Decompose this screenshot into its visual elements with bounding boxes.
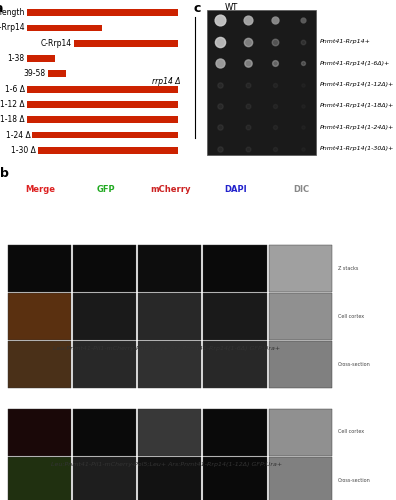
Text: Pnmt41-Rrp14+: Pnmt41-Rrp14+ bbox=[320, 39, 371, 44]
Bar bbox=[268, 409, 332, 456]
Bar bbox=[138, 341, 202, 388]
Text: Pnmt41-Rrp14(1-12Δ)+: Pnmt41-Rrp14(1-12Δ)+ bbox=[320, 82, 394, 87]
Bar bbox=[27, 101, 178, 108]
Text: DAPI: DAPI bbox=[225, 184, 248, 194]
Text: 39-58: 39-58 bbox=[23, 70, 46, 78]
Bar bbox=[268, 245, 332, 292]
Text: b: b bbox=[0, 166, 9, 179]
Bar bbox=[27, 86, 178, 92]
Text: DIC: DIC bbox=[293, 184, 309, 194]
Bar bbox=[27, 55, 55, 62]
Bar bbox=[74, 40, 178, 46]
Bar bbox=[27, 24, 103, 32]
Text: C-Rrp14: C-Rrp14 bbox=[41, 38, 72, 48]
Bar bbox=[8, 341, 71, 388]
Text: 1-6 Δ: 1-6 Δ bbox=[5, 84, 25, 94]
Bar bbox=[73, 245, 136, 292]
Bar bbox=[204, 341, 267, 388]
Bar bbox=[204, 293, 267, 341]
Text: Pnmt41-Rrp14(1-18Δ)+: Pnmt41-Rrp14(1-18Δ)+ bbox=[320, 104, 394, 108]
Text: Leu:Pnmt41-Pil1-mCherry-Pol5;Leu+ Ars:Pnmt41-Rrp14(1-12Δ) GFP:Ura+: Leu:Pnmt41-Pil1-mCherry-Pol5;Leu+ Ars:Pn… bbox=[51, 462, 282, 467]
Text: 1-24 Δ: 1-24 Δ bbox=[6, 130, 30, 140]
Bar bbox=[138, 293, 202, 341]
Bar bbox=[73, 341, 136, 388]
Text: Cell cortex: Cell cortex bbox=[338, 430, 364, 434]
Text: Merge: Merge bbox=[25, 184, 55, 194]
Text: a: a bbox=[0, 2, 3, 15]
Bar bbox=[268, 293, 332, 341]
Bar bbox=[138, 409, 202, 456]
Bar bbox=[8, 409, 71, 456]
Bar bbox=[138, 457, 202, 500]
Bar bbox=[204, 457, 267, 500]
Text: Pnmt41-Rrp14(1-24Δ)+: Pnmt41-Rrp14(1-24Δ)+ bbox=[320, 125, 394, 130]
Text: N-Rrp14: N-Rrp14 bbox=[0, 24, 25, 32]
Text: Z stacks: Z stacks bbox=[338, 266, 358, 270]
Bar bbox=[8, 293, 71, 341]
Text: GFP: GFP bbox=[96, 184, 115, 194]
Bar bbox=[8, 245, 71, 292]
Bar bbox=[27, 116, 178, 123]
Text: Leu:Pnmt41-Pil1-mCherry-Pol5;Leu+ Ars:Pnmt41-Rrp14(1-6Δ) GFP:Ura+: Leu:Pnmt41-Pil1-mCherry-Pol5;Leu+ Ars:Pn… bbox=[53, 346, 280, 351]
Text: WT: WT bbox=[225, 4, 238, 13]
Bar bbox=[268, 341, 332, 388]
Bar bbox=[73, 457, 136, 500]
Text: Full length: Full length bbox=[0, 8, 25, 17]
Bar bbox=[38, 147, 178, 154]
Text: mCherry: mCherry bbox=[150, 184, 191, 194]
Text: Cross-section: Cross-section bbox=[338, 362, 371, 367]
Text: Pnmt41-Rrp14(1-30Δ)+: Pnmt41-Rrp14(1-30Δ)+ bbox=[320, 146, 394, 152]
Bar bbox=[48, 70, 67, 78]
Bar bbox=[73, 293, 136, 341]
Text: rrp14 Δ: rrp14 Δ bbox=[152, 77, 180, 86]
Text: Cell cortex: Cell cortex bbox=[338, 314, 364, 318]
Text: 1-30 Δ: 1-30 Δ bbox=[11, 146, 36, 155]
Bar bbox=[204, 245, 267, 292]
Bar bbox=[138, 245, 202, 292]
Bar bbox=[268, 457, 332, 500]
Text: 1-38: 1-38 bbox=[8, 54, 25, 63]
Bar bbox=[73, 409, 136, 456]
Bar bbox=[204, 409, 267, 456]
Text: c: c bbox=[193, 2, 201, 15]
Text: 1-12 Δ: 1-12 Δ bbox=[0, 100, 25, 109]
Bar bbox=[27, 9, 178, 16]
Bar bbox=[8, 457, 71, 500]
Text: 1-18 Δ: 1-18 Δ bbox=[0, 115, 25, 124]
Text: Pnmt41-Rrp14(1-6Δ)+: Pnmt41-Rrp14(1-6Δ)+ bbox=[320, 60, 390, 66]
Text: Cross-section: Cross-section bbox=[338, 478, 371, 482]
Bar bbox=[32, 132, 178, 138]
